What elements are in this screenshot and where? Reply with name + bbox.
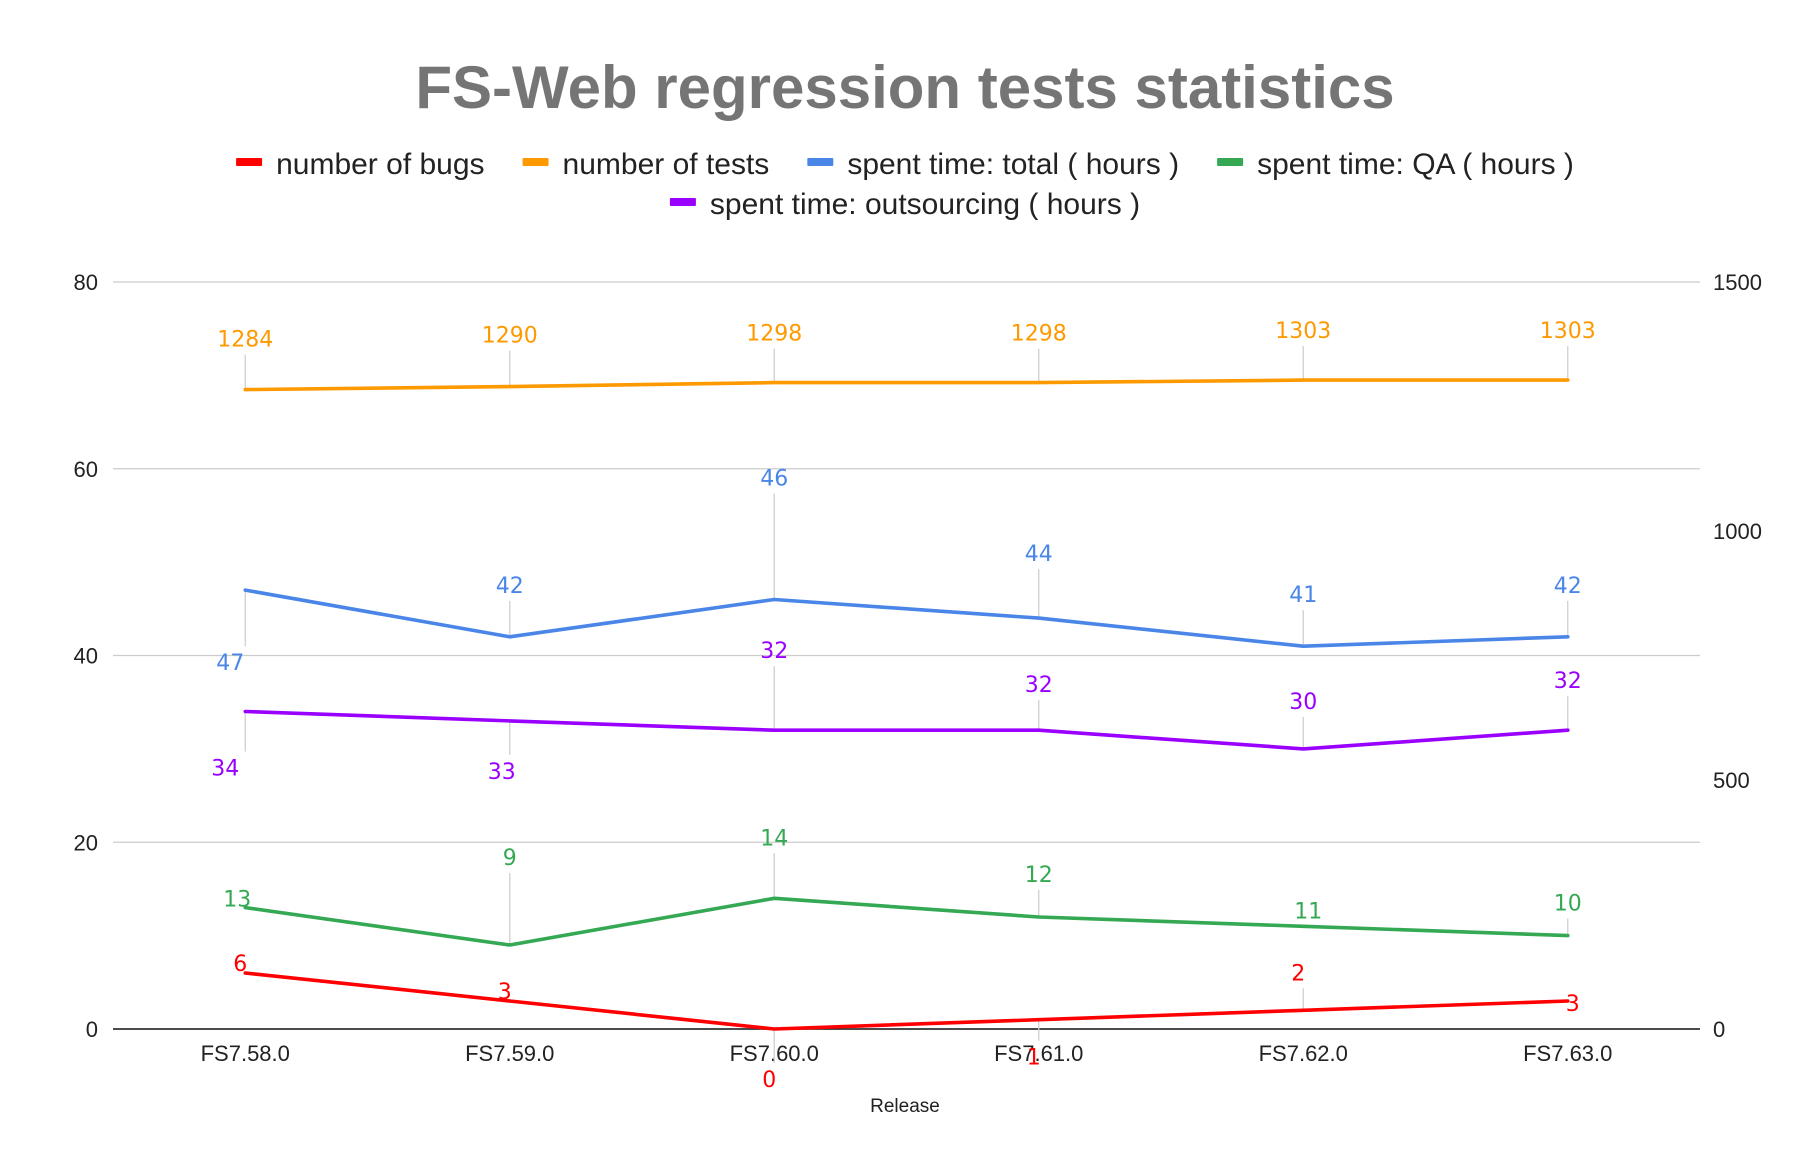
x-tick-label: FS7.58.0 (201, 1041, 290, 1066)
data-label-spent-time-qa-hours: 13 (223, 888, 251, 913)
data-label-spent-time-outsourcing-hours: 32 (760, 639, 788, 664)
series-lines (243, 378, 1570, 1031)
data-label-number-of-bugs: 2 (1291, 961, 1305, 986)
data-label-number-of-tests: 1303 (1540, 319, 1596, 344)
legend: number of bugs number of tests spent time:… (236, 148, 1574, 221)
y-left-tick-label: 20 (74, 830, 98, 855)
data-label-spent-time-outsourcing-hours: 33 (488, 760, 516, 785)
data-label-number-of-tests: 1284 (217, 328, 273, 353)
y-left-tick-label: 60 (74, 457, 98, 482)
y-right-tick-label: 1000 (1713, 519, 1762, 544)
data-label-spent-time-qa-hours: 14 (760, 826, 788, 851)
series-line-spent-time-qa-hours (243, 896, 1570, 947)
legend-swatch-spent-time-total-hours (807, 158, 834, 166)
data-label-number-of-bugs: 1 (1027, 1046, 1041, 1071)
data-label-number-of-tests: 1303 (1275, 319, 1331, 344)
chart-title: FS-Web regression tests statistics (415, 54, 1394, 121)
y-right-tick-label: 0 (1713, 1017, 1725, 1042)
series-line-spent-time-outsourcing-hours (243, 709, 1570, 751)
x-tick-label: FS7.63.0 (1523, 1041, 1612, 1066)
data-label-number-of-tests: 1298 (1011, 322, 1067, 347)
data-label-spent-time-qa-hours: 12 (1025, 863, 1053, 888)
series-line-spent-time-total-hours (243, 588, 1570, 649)
data-label-number-of-bugs: 0 (762, 1068, 776, 1093)
legend-label-number-of-tests: number of tests (563, 148, 770, 181)
legend-label-spent-time-total-hours: spent time: total ( hours ) (847, 148, 1179, 181)
x-tick-label: FS7.61.0 (994, 1041, 1083, 1066)
gridlines (113, 281, 1700, 1030)
data-label-spent-time-total-hours: 46 (760, 466, 788, 491)
data-label-spent-time-outsourcing-hours: 30 (1289, 690, 1317, 715)
data-label-number-of-bugs: 3 (498, 980, 512, 1005)
legend-label-spent-time-qa-hours: spent time: QA ( hours ) (1257, 148, 1574, 181)
y-right-tick-label: 1500 (1713, 270, 1762, 295)
legend-swatch-number-of-tests (522, 158, 549, 166)
data-label-spent-time-outsourcing-hours: 34 (211, 757, 239, 782)
data-label-number-of-bugs: 3 (1566, 992, 1580, 1017)
y-left-tick-label: 40 (74, 644, 98, 669)
series-line-number-of-bugs (243, 971, 1570, 1031)
y-axis-right: 0 500 1000 1500 (1713, 270, 1762, 1042)
y-axis-left: 0 20 40 60 80 (74, 270, 98, 1042)
label-leaders (244, 346, 1569, 1063)
legend-label-number-of-bugs: number of bugs (276, 148, 484, 181)
data-label-spent-time-outsourcing-hours: 32 (1554, 669, 1582, 694)
data-label-spent-time-total-hours: 42 (496, 574, 524, 599)
data-label-spent-time-total-hours: 42 (1554, 574, 1582, 599)
legend-swatch-number-of-bugs (236, 158, 263, 166)
data-label-number-of-tests: 1298 (746, 322, 802, 347)
x-axis: FS7.58.0 FS7.59.0 FS7.60.0 FS7.61.0 FS7.62.0… (201, 1041, 1613, 1066)
data-label-spent-time-total-hours: 44 (1025, 542, 1053, 567)
data-label-spent-time-qa-hours: 11 (1294, 899, 1322, 924)
data-label-spent-time-qa-hours: 9 (503, 846, 517, 871)
data-label-spent-time-total-hours: 47 (216, 651, 244, 676)
y-left-tick-label: 80 (74, 270, 98, 295)
data-label-spent-time-qa-hours: 10 (1554, 892, 1582, 917)
series-line-number-of-tests (243, 378, 1570, 392)
data-label-spent-time-total-hours: 41 (1289, 583, 1317, 608)
legend-swatch-spent-time-outsourcing-hours (669, 198, 696, 206)
legend-label-spent-time-outsourcing-hours: spent time: outsourcing ( hours ) (710, 188, 1140, 221)
data-label-spent-time-outsourcing-hours: 32 (1025, 673, 1053, 698)
y-right-tick-label: 500 (1713, 768, 1750, 793)
x-tick-label: FS7.62.0 (1259, 1041, 1348, 1066)
legend-swatch-spent-time-qa-hours (1217, 158, 1244, 166)
data-label-number-of-tests: 1290 (482, 324, 538, 349)
x-tick-label: FS7.59.0 (465, 1041, 554, 1066)
x-axis-title: Release (870, 1096, 940, 1117)
data-label-number-of-bugs: 6 (233, 952, 247, 977)
y-left-tick-label: 0 (86, 1017, 98, 1042)
